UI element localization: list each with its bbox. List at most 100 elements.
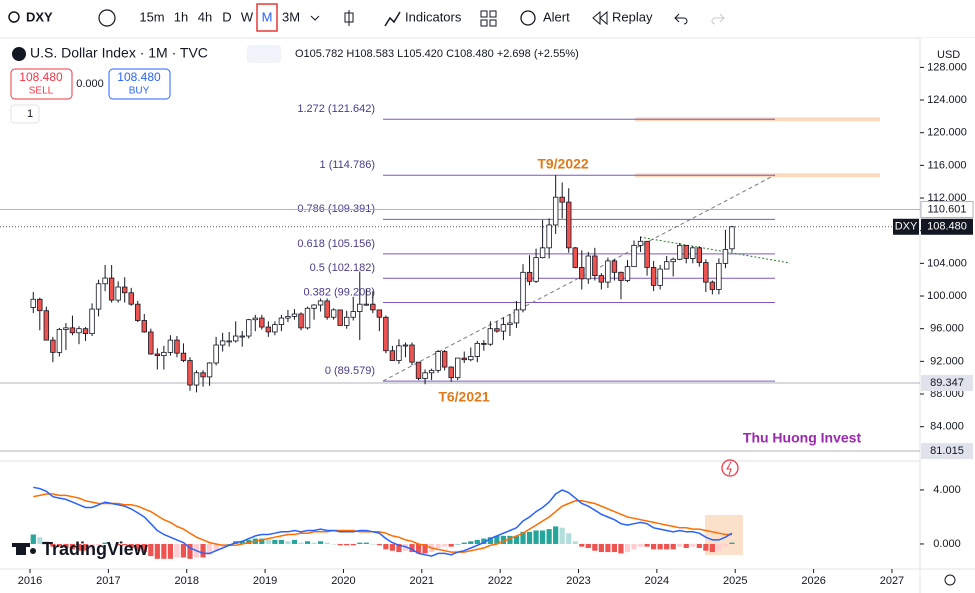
histogram-bar <box>409 543 415 553</box>
candle-body <box>441 351 448 368</box>
histogram-bar <box>520 531 526 544</box>
toolbar: DXY 15m 1h 4h D W M 3M Indicators Alert … <box>0 3 975 39</box>
histogram-bar <box>331 543 337 545</box>
histogram-bar <box>30 534 36 544</box>
histogram-bar <box>657 543 663 550</box>
candle-body <box>363 303 369 306</box>
price-pane: 84.00088.00092.00096.000100.000104.00010… <box>0 38 975 593</box>
candle-body <box>344 316 350 326</box>
histogram-bar <box>448 543 454 547</box>
candle-body <box>455 357 461 379</box>
templates[interactable] <box>480 10 497 27</box>
alert-button[interactable]: Alert <box>543 9 570 24</box>
candle-body <box>43 310 50 341</box>
histogram-bar <box>696 543 702 549</box>
candle-body <box>63 327 69 330</box>
signal-line <box>33 493 732 553</box>
fib-label: 0.618 (105.156) <box>297 238 375 250</box>
x-tick-label: 2020 <box>331 575 355 587</box>
histogram-bar <box>226 543 232 545</box>
histogram-bar <box>507 535 513 544</box>
histogram-bar <box>206 543 213 555</box>
lightning-icon[interactable] <box>721 459 739 477</box>
candle-body <box>507 322 513 326</box>
histogram-bar <box>115 543 121 546</box>
price-label: 89.347 <box>930 377 964 389</box>
price-label: 81.015 <box>930 445 964 457</box>
undo[interactable] <box>674 13 688 25</box>
candle-body <box>552 196 559 226</box>
histogram-bar <box>716 543 722 551</box>
candle-body <box>461 357 467 361</box>
x-tick-label: 2025 <box>723 575 747 587</box>
candle-body <box>193 372 200 386</box>
histogram-bar <box>82 543 89 551</box>
candle-body <box>677 244 683 260</box>
candle-body <box>376 309 383 318</box>
candle-body <box>696 247 703 263</box>
candle-body <box>487 328 494 345</box>
candle-body <box>102 277 108 285</box>
y-tick-label: 104.000 <box>927 257 967 269</box>
histogram-bar <box>553 526 559 544</box>
add-symbol[interactable] <box>98 9 116 27</box>
candle-body <box>683 244 689 259</box>
buy-label: BUY <box>129 86 150 97</box>
interval[interactable]: 15m <box>139 9 164 24</box>
histogram-bar <box>500 535 507 544</box>
histogram-bar <box>89 543 95 550</box>
symbol[interactable]: DXY <box>26 9 53 24</box>
histogram-bar <box>311 542 317 544</box>
price-label-box <box>921 443 973 460</box>
histogram-bar <box>324 542 330 544</box>
y-tick-label: 96.000 <box>930 323 964 335</box>
histogram-bar <box>585 543 591 549</box>
y-tick-label: 0.000 <box>933 538 961 550</box>
layers-toggle[interactable] <box>10 104 40 124</box>
interval[interactable]: 1h <box>174 9 188 24</box>
replay-icon[interactable] <box>592 10 608 26</box>
candle-body <box>370 303 376 311</box>
currency[interactable]: USD <box>937 49 960 61</box>
indicators-icon[interactable] <box>384 11 401 27</box>
candle-body <box>383 316 389 352</box>
interval[interactable]: 4h <box>198 9 212 24</box>
settings-icon[interactable] <box>944 574 956 586</box>
redo[interactable] <box>711 13 725 25</box>
annotation: T6/2021 <box>438 389 490 405</box>
histogram-bar <box>213 543 219 551</box>
candle-body <box>311 304 317 309</box>
indicators-button[interactable]: Indicators <box>405 9 462 24</box>
candle-body <box>37 298 43 312</box>
sell-button[interactable] <box>10 68 73 100</box>
candle-body <box>396 345 402 361</box>
alert-icon[interactable] <box>520 10 536 26</box>
candle-body <box>226 340 232 343</box>
search-icon[interactable] <box>8 11 20 23</box>
histogram-bar <box>350 543 356 546</box>
interval[interactable]: M <box>262 9 273 24</box>
buy-price: 108.480 <box>117 70 161 84</box>
histogram-bar <box>690 543 696 547</box>
legend-icons[interactable] <box>247 45 281 63</box>
interval[interactable]: W <box>241 9 254 24</box>
candle-body <box>500 324 507 332</box>
candle-body <box>468 356 474 361</box>
histogram-bar <box>109 543 115 545</box>
histogram-bar <box>344 543 350 546</box>
candle-body <box>690 247 696 259</box>
more-intervals[interactable] <box>310 15 320 21</box>
replay-button[interactable]: Replay <box>612 9 653 24</box>
x-tick-label: 2019 <box>253 575 277 587</box>
buy-button[interactable] <box>108 68 171 100</box>
interval[interactable]: D <box>222 9 231 24</box>
histogram-bar <box>677 543 683 547</box>
histogram-bar <box>611 543 618 553</box>
interval[interactable]: 3M <box>282 9 300 24</box>
candle-body <box>350 311 356 318</box>
histogram-bar <box>592 543 598 551</box>
chart-type[interactable] <box>344 10 354 26</box>
candle-body <box>174 339 180 354</box>
candle-body <box>624 266 631 281</box>
histogram-bar <box>357 542 363 544</box>
